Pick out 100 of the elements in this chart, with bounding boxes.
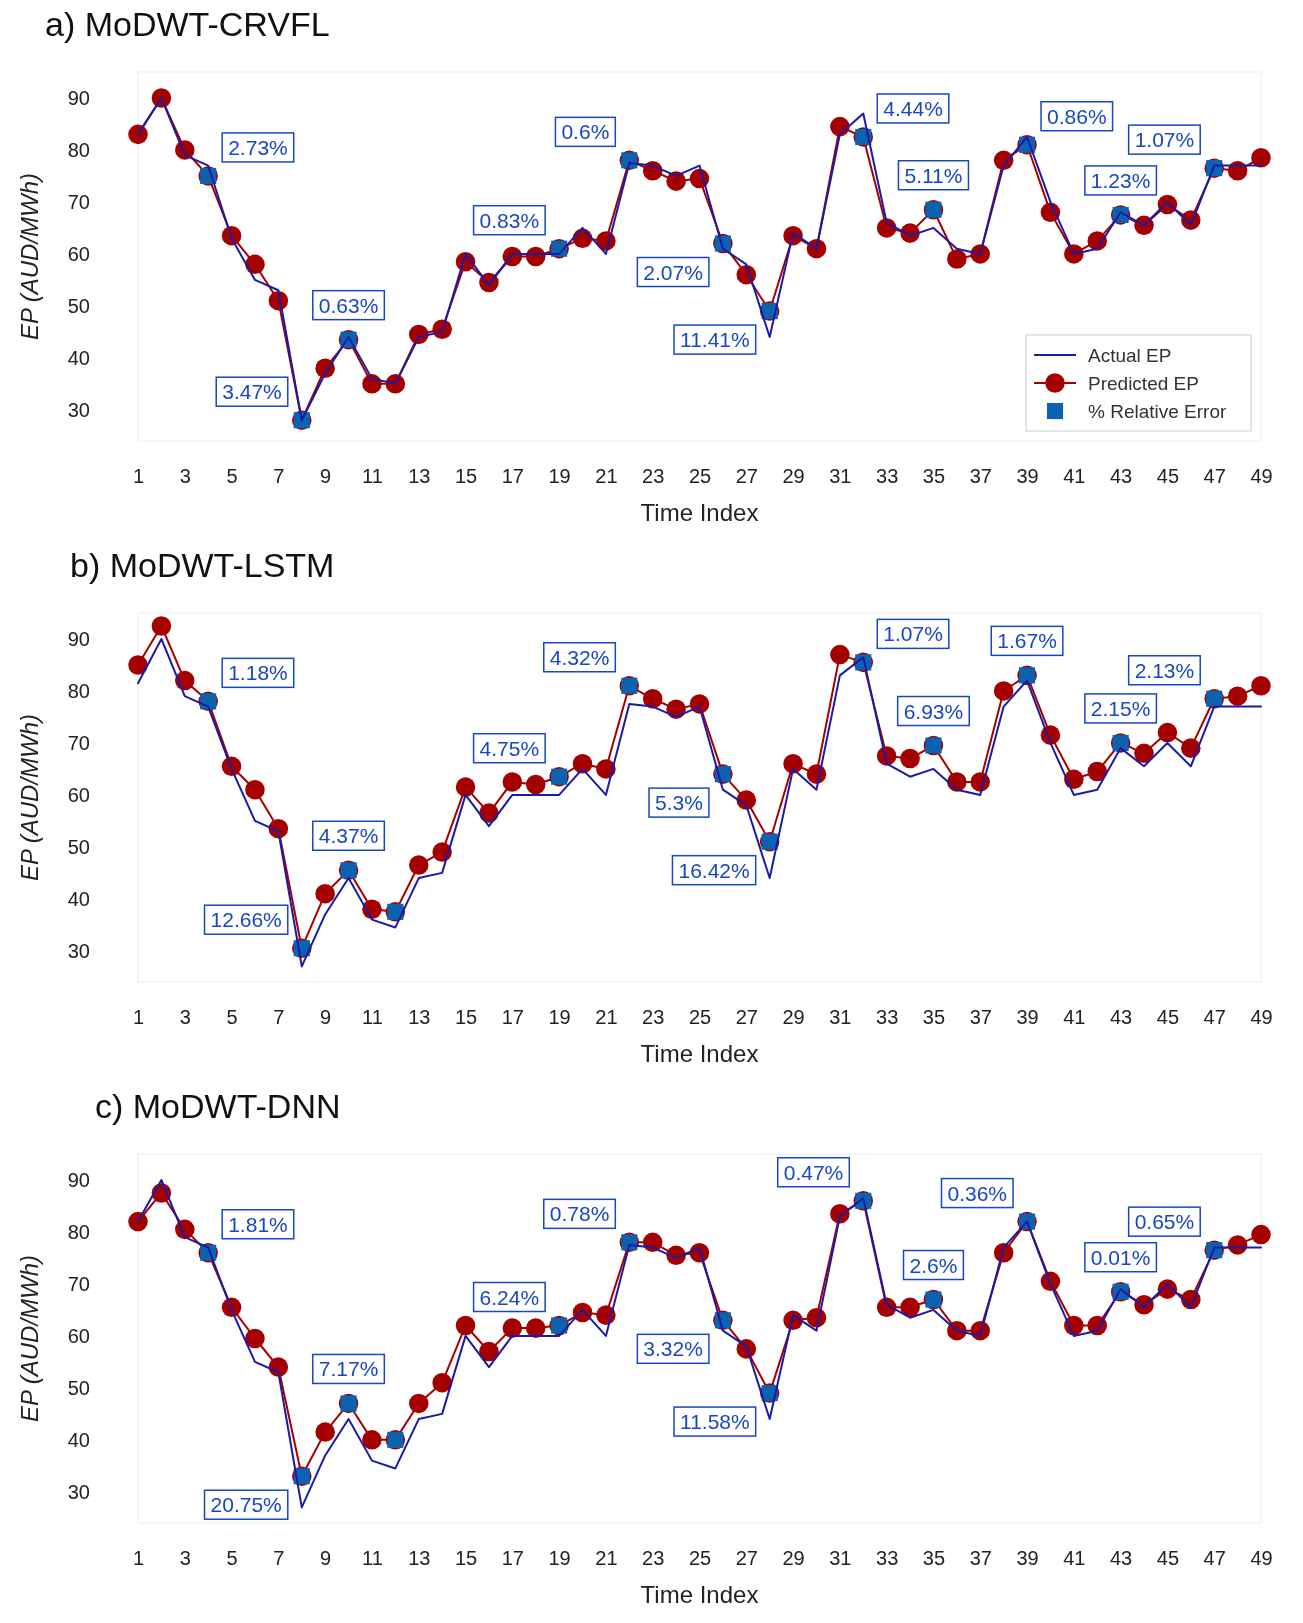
x-tick-label: 41 [1063,1006,1086,1029]
annotation: 2.6% [909,1253,958,1277]
x-tick-label: 13 [408,1547,431,1570]
y-tick-label: 50 [67,835,90,858]
x-tick-label: 31 [829,1006,852,1029]
x-tick-label: 19 [548,465,571,488]
y-tick-label: 80 [67,679,90,702]
annotation: 2.73% [228,135,288,159]
x-tick-label: 17 [501,1547,524,1570]
annotation: 5.11% [904,163,963,187]
x-tick-label: 27 [735,1547,758,1570]
y-tick-label: 80 [67,138,90,161]
y-tick-label: 90 [67,1168,90,1191]
annotation: 0.86% [1047,104,1107,128]
x-tick-label: 35 [922,465,946,488]
x-tick-label: 3 [179,1006,191,1029]
chart-title: a) MoDWT-CRVFL [45,5,330,43]
x-tick-label: 21 [595,465,618,488]
annotation: 2.15% [1090,696,1151,720]
x-tick-label: 45 [1156,465,1180,488]
x-tick-label: 5 [226,1547,238,1570]
legend-label: Predicted EP [1088,372,1199,394]
y-tick-label: 70 [67,731,90,754]
y-axis-title: EP (AUD/MWh) [16,172,43,341]
x-tick-label: 23 [642,1547,665,1570]
x-tick-label: 21 [595,1547,618,1570]
x-tick-label: 45 [1156,1006,1180,1029]
annotation: 11.41% [680,328,750,352]
annotation: 20.75% [210,1493,282,1517]
x-tick-label: 11 [362,1547,383,1570]
x-tick-label: 9 [320,1547,332,1570]
y-tick-label: 30 [67,939,90,962]
y-tick-label: 50 [67,294,90,317]
x-tick-label: 31 [829,1547,852,1570]
x-axis-title: Time Index [640,499,759,526]
annotation: 0.83% [479,208,540,232]
chart-title: c) MoDWT-DNN [95,1087,341,1125]
x-tick-label: 41 [1063,1547,1086,1570]
annotation: 1.07% [1134,128,1195,152]
x-tick-label: 47 [1203,1547,1226,1570]
x-tick-label: 19 [548,1547,571,1570]
x-tick-label: 35 [922,1006,946,1029]
x-tick-label: 33 [876,1006,899,1029]
x-tick-label: 1 [132,1006,145,1029]
x-tick-label: 23 [642,465,665,488]
annotation: 5.3% [655,791,703,815]
annotation: 1.18% [228,661,288,685]
x-tick-label: 39 [1016,1547,1039,1570]
y-tick-label: 40 [67,1428,90,1451]
annotation: 2.13% [1134,658,1195,682]
annotation: 4.44% [883,96,943,120]
legend-label: % Relative Error [1088,400,1227,422]
x-axis-title: Time Index [640,1040,759,1067]
legend-label: Actual EP [1088,344,1172,366]
x-tick-label: 49 [1250,1547,1273,1570]
x-tick-label: 49 [1250,465,1273,488]
x-tick-label: 7 [273,465,285,488]
annotation: 7.17% [318,1357,379,1381]
x-tick-label: 15 [454,465,478,488]
x-tick-label: 9 [320,465,332,488]
x-tick-label: 13 [408,1006,431,1029]
annotation: 16.42% [678,858,750,882]
annotation: 3.47% [222,380,282,404]
x-tick-label: 3 [179,465,191,488]
y-tick-label: 40 [67,887,90,910]
annotation: 3.32% [643,1337,703,1361]
x-tick-label: 5 [226,465,238,488]
annotation: 0.6% [561,120,610,144]
y-tick-label: 60 [67,1324,90,1347]
x-tick-label: 7 [273,1547,285,1570]
annotation: 2.07% [643,260,703,284]
x-tick-label: 11 [362,1006,383,1029]
chart-title: b) MoDWT-LSTM [70,546,335,584]
x-tick-label: 1 [132,465,145,488]
x-tick-label: 37 [969,465,992,488]
x-tick-label: 43 [1110,1547,1133,1570]
x-tick-label: 25 [688,465,712,488]
x-tick-label: 19 [548,1006,571,1029]
y-tick-label: 80 [67,1220,90,1243]
y-tick-label: 90 [67,86,90,109]
y-tick-label: 70 [67,1272,90,1295]
x-tick-label: 45 [1156,1547,1180,1570]
annotation: 1.23% [1090,168,1151,192]
annotation: 4.75% [479,736,540,760]
annotation: 1.07% [883,622,943,646]
annotation: 6.24% [479,1285,540,1309]
annotation: 0.47% [783,1160,844,1184]
x-tick-label: 37 [969,1006,992,1029]
annotation: 12.66% [210,908,282,932]
y-tick-label: 60 [67,242,90,265]
x-tick-label: 33 [876,1547,899,1570]
x-tick-label: 31 [829,465,852,488]
x-tick-label: 27 [735,465,758,488]
annotation: 0.65% [1134,1210,1195,1234]
annotation: 4.37% [318,824,379,848]
x-tick-label: 37 [969,1547,992,1570]
x-tick-label: 43 [1110,465,1133,488]
y-tick-label: 60 [67,783,90,806]
x-tick-label: 47 [1203,465,1226,488]
annotation: 6.93% [903,699,964,723]
